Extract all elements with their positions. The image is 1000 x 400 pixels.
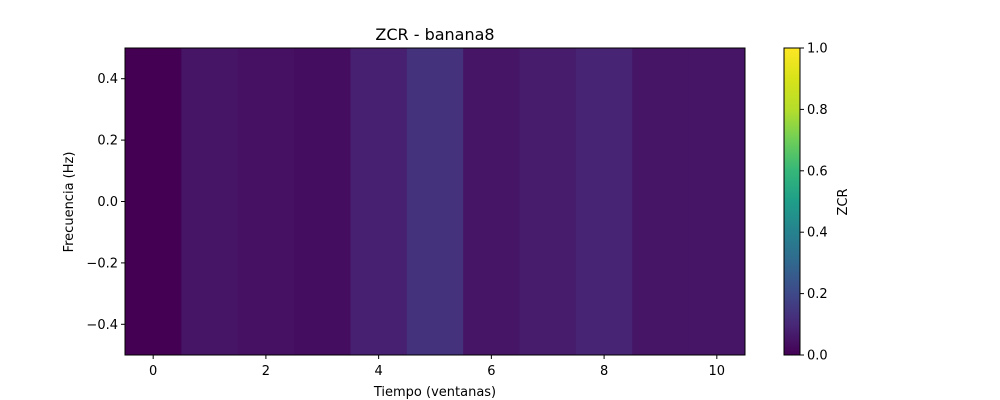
heatmap-cell	[181, 48, 239, 355]
y-tick-label: 0.4	[97, 72, 118, 87]
heatmap-cells	[125, 48, 746, 355]
y-axis-ticks: 0.4 0.2 0.0 −0.2 −0.4	[86, 72, 125, 333]
y-tick-label: 0.0	[97, 195, 118, 210]
y-tick-label: −0.4	[86, 318, 118, 333]
x-axis-label: Tiempo (ventanas)	[373, 385, 496, 400]
heatmap-cell	[237, 48, 295, 355]
heatmap-cell	[632, 48, 690, 355]
colorbar-tick-label: 0.0	[807, 349, 828, 364]
heatmap-cell	[406, 48, 464, 355]
colorbar-tick-label: 0.8	[807, 103, 828, 118]
heatmap-cell	[575, 48, 633, 355]
colorbar-tick-label: 1.0	[807, 42, 828, 57]
heatmap-cell	[294, 48, 351, 355]
heatmap-cell	[519, 48, 577, 355]
heatmap-cell	[688, 48, 746, 355]
x-tick-label: 2	[262, 364, 270, 379]
colorbar-tick-label: 0.2	[807, 287, 828, 302]
y-tick-label: 0.2	[97, 134, 118, 149]
heatmap-cell	[463, 48, 521, 355]
chart-title: ZCR - banana8	[375, 25, 494, 44]
heatmap-cell	[125, 48, 182, 355]
colorbar	[783, 47, 801, 356]
colorbar-ticks: 0.0 0.2 0.4 0.6 0.8 1.0	[800, 42, 828, 364]
x-tick-label: 0	[149, 364, 157, 379]
heatmap-cell	[350, 48, 408, 355]
x-tick-label: 8	[600, 364, 608, 379]
y-tick-label: −0.2	[86, 256, 118, 271]
colorbar-label: ZCR	[836, 188, 851, 215]
colorbar-tick-label: 0.6	[807, 164, 828, 179]
colorbar-tick-label: 0.4	[807, 226, 828, 241]
x-tick-label: 4	[374, 364, 382, 379]
y-axis-label: Frecuencia (Hz)	[62, 152, 77, 253]
x-tick-label: 6	[487, 364, 495, 379]
x-axis-ticks: 0 2 4 6 8 10	[149, 355, 725, 379]
x-tick-label: 10	[709, 364, 726, 379]
